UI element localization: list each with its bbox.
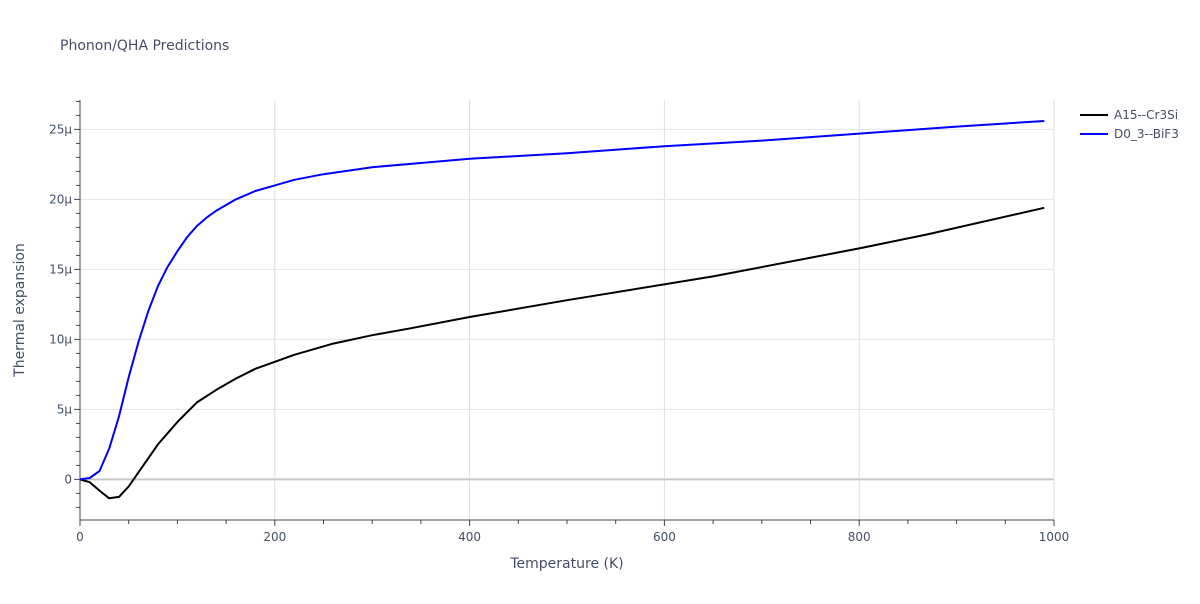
y-tick-label: 10μ: [49, 332, 72, 346]
x-tick-label: 400: [458, 530, 481, 544]
chart-title: Phonon/QHA Predictions: [60, 38, 229, 54]
y-tick-label: 5μ: [57, 402, 73, 416]
y-tick-label: 25μ: [49, 122, 72, 136]
legend-label-1[interactable]: A15--Cr3Si: [1114, 108, 1178, 122]
grid-layer: [80, 100, 1055, 520]
axis-layer: 0 200 400 600 800 1000 0 5μ 10μ 15μ 20μ 25μ: [49, 100, 1069, 544]
legend-label-2[interactable]: D0_3--BiF3: [1114, 127, 1179, 141]
y-tick-label: 15μ: [49, 262, 72, 276]
y-axis-label: Thermal expansion: [12, 243, 28, 378]
y-tick-label: 0: [64, 472, 72, 486]
x-tick-label: 200: [263, 530, 286, 544]
series-layer: [79, 120, 1045, 500]
x-axis-label: Temperature (K): [509, 556, 623, 572]
x-tick-label: 800: [848, 530, 871, 544]
x-tick-label: 600: [653, 530, 676, 544]
x-tick-label: 0: [76, 530, 84, 544]
legend[interactable]: A15--Cr3Si D0_3--BiF3: [1080, 108, 1179, 141]
series-line-1: [79, 206, 1045, 500]
x-tick-label: 1000: [1039, 530, 1070, 544]
y-tick-label: 20μ: [49, 192, 72, 206]
series-line-2: [79, 120, 1045, 481]
